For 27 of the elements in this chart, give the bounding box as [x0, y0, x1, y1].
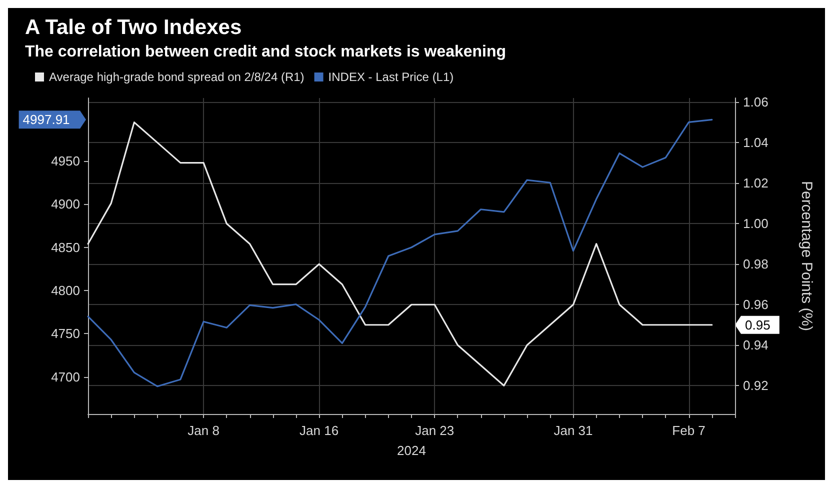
y-tick-label: 4700 [51, 369, 80, 384]
y2-tick-label: 0.92 [743, 378, 768, 394]
legend-label: INDEX - Last Price (L1) [328, 70, 454, 84]
text: 0.95 [745, 317, 770, 332]
y2-tick-label: 1.02 [743, 176, 768, 191]
y-tick-label: 4850 [51, 240, 80, 255]
x-tick-label: Jan 8 [188, 423, 220, 438]
x-tick-label: Feb 7 [672, 423, 706, 438]
x-tick-label: Jan 31 [554, 423, 593, 438]
y2-tick-label: 1.04 [743, 135, 768, 150]
y2-tick-label: 0.98 [743, 256, 768, 272]
y-tick-label: 4950 [51, 154, 80, 169]
y2-axis-title: Percentage Points (%) [798, 180, 815, 332]
x-axis-title: 2024 [397, 443, 426, 458]
x-tick-label: Jan 16 [300, 423, 339, 438]
legend-label: Average high-grade bond spread on 2/8/24 (R1) [49, 70, 304, 84]
y2-tick-label: 0.96 [743, 297, 768, 312]
y2-tick-label: 0.94 [743, 338, 768, 353]
y-tick-label: 4800 [51, 283, 80, 298]
chart-subtitle: The correlation between credit and stock markets is weakening [25, 44, 506, 60]
y-tick-label: 4900 [51, 196, 80, 212]
text: 4997.91 [22, 112, 70, 128]
chart-title: A Tale of Two Indexes [25, 16, 242, 39]
y2-tick-label: 1.00 [743, 216, 768, 232]
x-tick-label: Jan 23 [415, 423, 454, 438]
y-tick-label: 4750 [51, 326, 80, 342]
y2-tick-label: 1.06 [743, 94, 768, 110]
